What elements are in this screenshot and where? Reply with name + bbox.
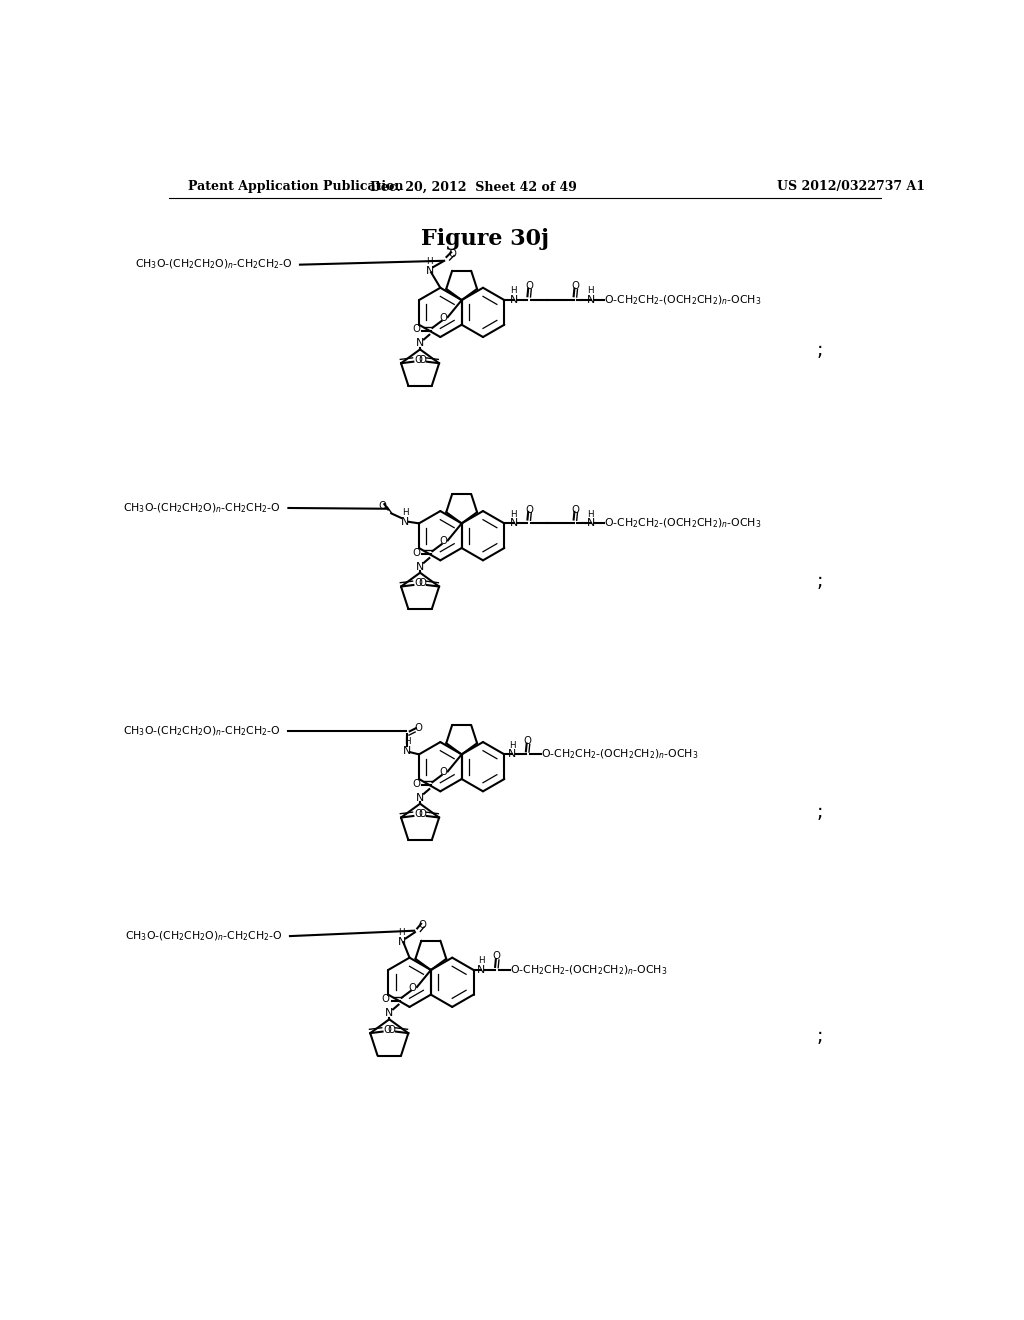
Text: O: O <box>413 779 420 788</box>
Text: O: O <box>418 809 426 820</box>
Text: N: N <box>403 746 412 755</box>
Text: N: N <box>401 517 410 527</box>
Text: H: H <box>588 510 594 519</box>
Text: O: O <box>414 355 422 366</box>
Text: O: O <box>409 982 417 993</box>
Text: O: O <box>571 281 580 292</box>
Text: O: O <box>439 313 447 323</box>
Text: O-CH$_2$CH$_2$-(OCH$_2$CH$_2$)$_n$-OCH$_3$: O-CH$_2$CH$_2$-(OCH$_2$CH$_2$)$_n$-OCH$_… <box>511 964 668 977</box>
Text: CH$_3$O-(CH$_2$CH$_2$O)$_n$-CH$_2$CH$_2$-O: CH$_3$O-(CH$_2$CH$_2$O)$_n$-CH$_2$CH$_2$… <box>134 257 292 272</box>
Text: H: H <box>510 510 517 519</box>
Text: O: O <box>413 325 420 334</box>
Text: O: O <box>439 536 447 546</box>
Text: O: O <box>418 355 426 366</box>
Text: O: O <box>413 548 420 557</box>
Text: CH$_3$O-(CH$_2$CH$_2$O)$_n$-CH$_2$CH$_2$-O: CH$_3$O-(CH$_2$CH$_2$O)$_n$-CH$_2$CH$_2$… <box>123 725 281 738</box>
Text: N: N <box>587 519 595 528</box>
Text: O: O <box>414 578 422 589</box>
Text: H: H <box>426 257 433 267</box>
Text: ;: ; <box>816 573 823 591</box>
Text: N: N <box>416 792 424 803</box>
Text: US 2012/0322737 A1: US 2012/0322737 A1 <box>777 181 926 194</box>
Text: N: N <box>508 750 516 759</box>
Text: N: N <box>587 296 595 305</box>
Text: O-CH$_2$CH$_2$-(OCH$_2$CH$_2$)$_n$-OCH$_3$: O-CH$_2$CH$_2$-(OCH$_2$CH$_2$)$_n$-OCH$_… <box>542 747 698 762</box>
Text: H: H <box>398 928 406 937</box>
Text: Dec. 20, 2012  Sheet 42 of 49: Dec. 20, 2012 Sheet 42 of 49 <box>370 181 577 194</box>
Text: N: N <box>416 338 424 348</box>
Text: CH$_3$O-(CH$_2$CH$_2$O)$_n$-CH$_2$CH$_2$-O: CH$_3$O-(CH$_2$CH$_2$O)$_n$-CH$_2$CH$_2$… <box>125 929 283 942</box>
Text: ;: ; <box>816 804 823 822</box>
Text: N: N <box>385 1008 393 1018</box>
Text: ;: ; <box>816 342 823 360</box>
Text: O: O <box>439 767 447 777</box>
Text: ;: ; <box>816 1027 823 1045</box>
Text: O: O <box>523 735 531 746</box>
Text: Figure 30j: Figure 30j <box>421 228 549 251</box>
Text: O-CH$_2$CH$_2$-(OCH$_2$CH$_2$)$_n$-OCH$_3$: O-CH$_2$CH$_2$-(OCH$_2$CH$_2$)$_n$-OCH$_… <box>604 516 762 531</box>
Text: CH$_3$O-(CH$_2$CH$_2$O)$_n$-CH$_2$CH$_2$-O: CH$_3$O-(CH$_2$CH$_2$O)$_n$-CH$_2$CH$_2$… <box>123 502 281 515</box>
Text: H: H <box>404 737 411 746</box>
Text: O: O <box>525 281 532 292</box>
Text: N: N <box>397 937 406 948</box>
Text: N: N <box>425 265 434 276</box>
Text: O: O <box>418 578 426 589</box>
Text: O: O <box>419 920 427 929</box>
Text: N: N <box>477 965 485 975</box>
Text: O: O <box>415 723 422 733</box>
Text: N: N <box>510 296 518 305</box>
Text: H: H <box>509 741 515 750</box>
Text: O: O <box>571 504 580 515</box>
Text: O: O <box>414 809 422 820</box>
Text: O: O <box>381 994 389 1005</box>
Text: O: O <box>493 952 501 961</box>
Text: O: O <box>379 500 387 511</box>
Text: H: H <box>510 286 517 296</box>
Text: O: O <box>383 1026 391 1035</box>
Text: O: O <box>449 249 457 259</box>
Text: Patent Application Publication: Patent Application Publication <box>188 181 403 194</box>
Text: N: N <box>510 519 518 528</box>
Text: O: O <box>525 504 532 515</box>
Text: H: H <box>588 286 594 296</box>
Text: O-CH$_2$CH$_2$-(OCH$_2$CH$_2$)$_n$-OCH$_3$: O-CH$_2$CH$_2$-(OCH$_2$CH$_2$)$_n$-OCH$_… <box>604 293 762 306</box>
Text: H: H <box>401 508 409 517</box>
Text: N: N <box>416 561 424 572</box>
Text: O: O <box>387 1026 395 1035</box>
Text: H: H <box>478 956 484 965</box>
